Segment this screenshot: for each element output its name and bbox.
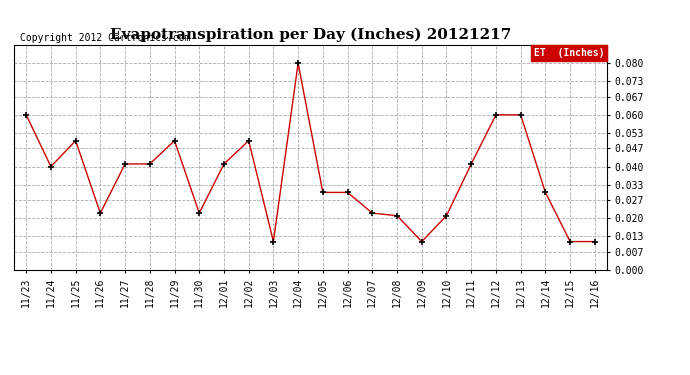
- Text: ET  (Inches): ET (Inches): [534, 48, 604, 58]
- Title: Evapotranspiration per Day (Inches) 20121217: Evapotranspiration per Day (Inches) 2012…: [110, 28, 511, 42]
- Text: Copyright 2012 Cartronics.com: Copyright 2012 Cartronics.com: [20, 33, 190, 43]
